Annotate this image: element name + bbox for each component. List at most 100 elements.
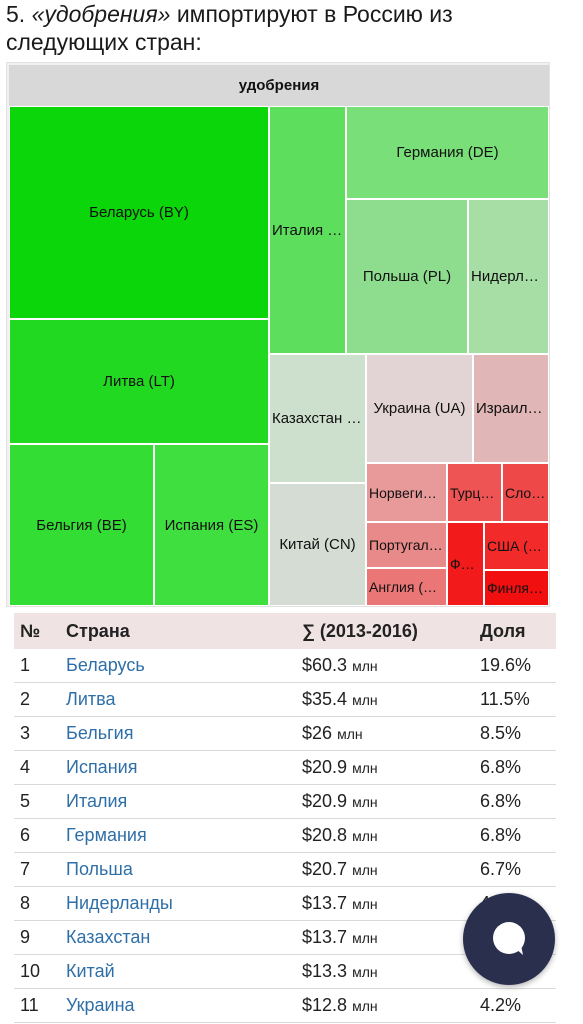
tile-poland[interactable]: Польша (PL) bbox=[346, 199, 468, 354]
row-country-link[interactable]: Германия bbox=[60, 818, 296, 853]
row-sum: $20.9 млн bbox=[296, 784, 474, 819]
row-sum-unit: млн bbox=[337, 726, 363, 742]
row-number: 2 bbox=[14, 682, 60, 717]
tile-usa[interactable]: США (US) bbox=[484, 522, 549, 570]
row-share: 11.5% bbox=[474, 682, 556, 717]
header-sum[interactable]: ∑ (2013-2016) bbox=[302, 620, 418, 641]
row-share: 8.5% bbox=[474, 716, 556, 751]
row-number: 5 bbox=[14, 784, 60, 819]
table-row: 1 Беларусь $60.3 млн 19.6% bbox=[14, 649, 556, 683]
row-sum-value: $20.9 bbox=[302, 791, 348, 811]
tile-france[interactable]: Франция (FR) bbox=[447, 522, 484, 606]
row-number: 11 bbox=[14, 988, 60, 1023]
row-sum-value: $20.9 bbox=[302, 757, 348, 777]
tile-israel[interactable]: Израиль (IL) bbox=[473, 354, 549, 463]
heading-text: импортируют в Россию из bbox=[176, 1, 453, 27]
row-number: 1 bbox=[14, 649, 60, 683]
row-country-link[interactable]: Беларусь bbox=[60, 649, 296, 683]
row-country-link[interactable]: Нидерланды bbox=[60, 886, 296, 921]
row-sum: $20.7 млн bbox=[296, 852, 474, 887]
chat-bubble-icon bbox=[493, 922, 525, 955]
table-row: 3 Бельгия $26 млн 8.5% bbox=[14, 716, 556, 751]
row-sum-value: $13.7 bbox=[302, 927, 348, 947]
row-sum: $20.9 млн bbox=[296, 750, 474, 785]
row-sum-unit: млн bbox=[352, 828, 378, 844]
row-number: 9 bbox=[14, 920, 60, 955]
tile-netherlands[interactable]: Нидерланды (NL) bbox=[468, 199, 549, 354]
row-share: 6.8% bbox=[474, 784, 556, 819]
table-row: 5 Италия $20.9 млн 6.8% bbox=[14, 784, 556, 819]
tile-england[interactable]: Англия (GB) bbox=[366, 568, 447, 606]
tile-finland[interactable]: Финляндия (FI) bbox=[484, 570, 549, 606]
row-sum-value: $60.3 bbox=[302, 655, 348, 675]
row-number: 10 bbox=[14, 954, 60, 989]
row-number: 6 bbox=[14, 818, 60, 853]
row-sum: $13.3 млн bbox=[296, 954, 474, 989]
tile-slovakia[interactable]: Словакия (SK) bbox=[502, 463, 549, 522]
row-sum-value: $26 bbox=[302, 723, 333, 743]
row-sum-value: $20.8 bbox=[302, 825, 348, 845]
row-number: 4 bbox=[14, 750, 60, 785]
row-sum-value: $13.3 bbox=[302, 961, 348, 981]
row-sum-unit: млн bbox=[352, 760, 378, 776]
row-sum: $12.8 млн bbox=[296, 988, 474, 1023]
row-sum-unit: млн bbox=[352, 964, 378, 980]
table-row: 7 Польша $20.7 млн 6.7% bbox=[14, 852, 556, 887]
tile-belarus[interactable]: Беларусь (BY) bbox=[9, 106, 269, 319]
row-sum-value: $12.8 bbox=[302, 995, 348, 1015]
chat-button[interactable] bbox=[463, 893, 555, 985]
row-sum: $26 млн bbox=[296, 716, 474, 751]
row-sum: $13.7 млн bbox=[296, 886, 474, 921]
tile-italy[interactable]: Италия (IT) bbox=[269, 106, 346, 354]
row-share: 19.6% bbox=[474, 649, 556, 683]
tile-kazakhstan[interactable]: Казахстан (KZ) bbox=[269, 354, 366, 483]
row-sum: $13.7 млн bbox=[296, 920, 474, 955]
row-sum-unit: млн bbox=[352, 862, 378, 878]
tile-china[interactable]: Китай (CN) bbox=[269, 483, 366, 606]
row-sum: $35.4 млн bbox=[296, 682, 474, 717]
heading-number: 5. bbox=[6, 1, 26, 27]
row-country-link[interactable]: Казахстан bbox=[60, 920, 296, 955]
table-row: 6 Германия $20.8 млн 6.8% bbox=[14, 818, 556, 853]
page-heading: 5. «удобрения» импортируют в Россию из с… bbox=[6, 0, 576, 56]
row-sum: $60.3 млн bbox=[296, 649, 474, 683]
row-sum-value: $35.4 bbox=[302, 689, 348, 709]
tile-lithuania[interactable]: Литва (LT) bbox=[9, 319, 269, 444]
header-country[interactable]: Страна bbox=[66, 620, 130, 641]
row-sum-unit: млн bbox=[352, 794, 378, 810]
treemap-title: удобрения bbox=[9, 65, 549, 106]
tile-norway[interactable]: Норвегия (NO) bbox=[366, 463, 447, 522]
row-country-link[interactable]: Испания bbox=[60, 750, 296, 785]
row-sum-unit: млн bbox=[352, 658, 378, 674]
row-sum-value: $20.7 bbox=[302, 859, 348, 879]
table-row: 4 Испания $20.9 млн 6.8% bbox=[14, 750, 556, 785]
table-row: 2 Литва $35.4 млн 11.5% bbox=[14, 682, 556, 717]
row-country-link[interactable]: Италия bbox=[60, 784, 296, 819]
imports-table: № Страна ∑ (2013-2016) Доля 1 Беларусь $60… bbox=[14, 613, 556, 1023]
tile-germany[interactable]: Германия (DE) bbox=[346, 106, 549, 199]
table-header-row: № Страна ∑ (2013-2016) Доля bbox=[14, 613, 556, 649]
header-number: № bbox=[20, 620, 41, 641]
row-sum-unit: млн bbox=[352, 930, 378, 946]
tile-ukraine[interactable]: Украина (UA) bbox=[366, 354, 473, 463]
row-share: 6.8% bbox=[474, 750, 556, 785]
heading-text-line2: следующих стран: bbox=[6, 29, 202, 55]
row-country-link[interactable]: Литва bbox=[60, 682, 296, 717]
row-sum-unit: млн bbox=[352, 896, 378, 912]
row-number: 7 bbox=[14, 852, 60, 887]
row-country-link[interactable]: Бельгия bbox=[60, 716, 296, 751]
row-country-link[interactable]: Украина bbox=[60, 988, 296, 1023]
treemap-chart: удобрения Беларусь (BY) Литва (LT) Бельг… bbox=[6, 62, 550, 607]
header-share[interactable]: Доля bbox=[480, 620, 526, 641]
row-sum: $20.8 млн bbox=[296, 818, 474, 853]
tile-belgium[interactable]: Бельгия (BE) bbox=[9, 444, 154, 606]
table-row: 11 Украина $12.8 млн 4.2% bbox=[14, 988, 556, 1023]
tile-turkey[interactable]: Турция (TR) bbox=[447, 463, 502, 522]
row-country-link[interactable]: Китай bbox=[60, 954, 296, 989]
row-number: 8 bbox=[14, 886, 60, 921]
tile-spain[interactable]: Испания (ES) bbox=[154, 444, 269, 606]
row-number: 3 bbox=[14, 716, 60, 751]
row-sum-value: $13.7 bbox=[302, 893, 348, 913]
row-country-link[interactable]: Польша bbox=[60, 852, 296, 887]
tile-portugal[interactable]: Португалия (PT) bbox=[366, 522, 447, 568]
